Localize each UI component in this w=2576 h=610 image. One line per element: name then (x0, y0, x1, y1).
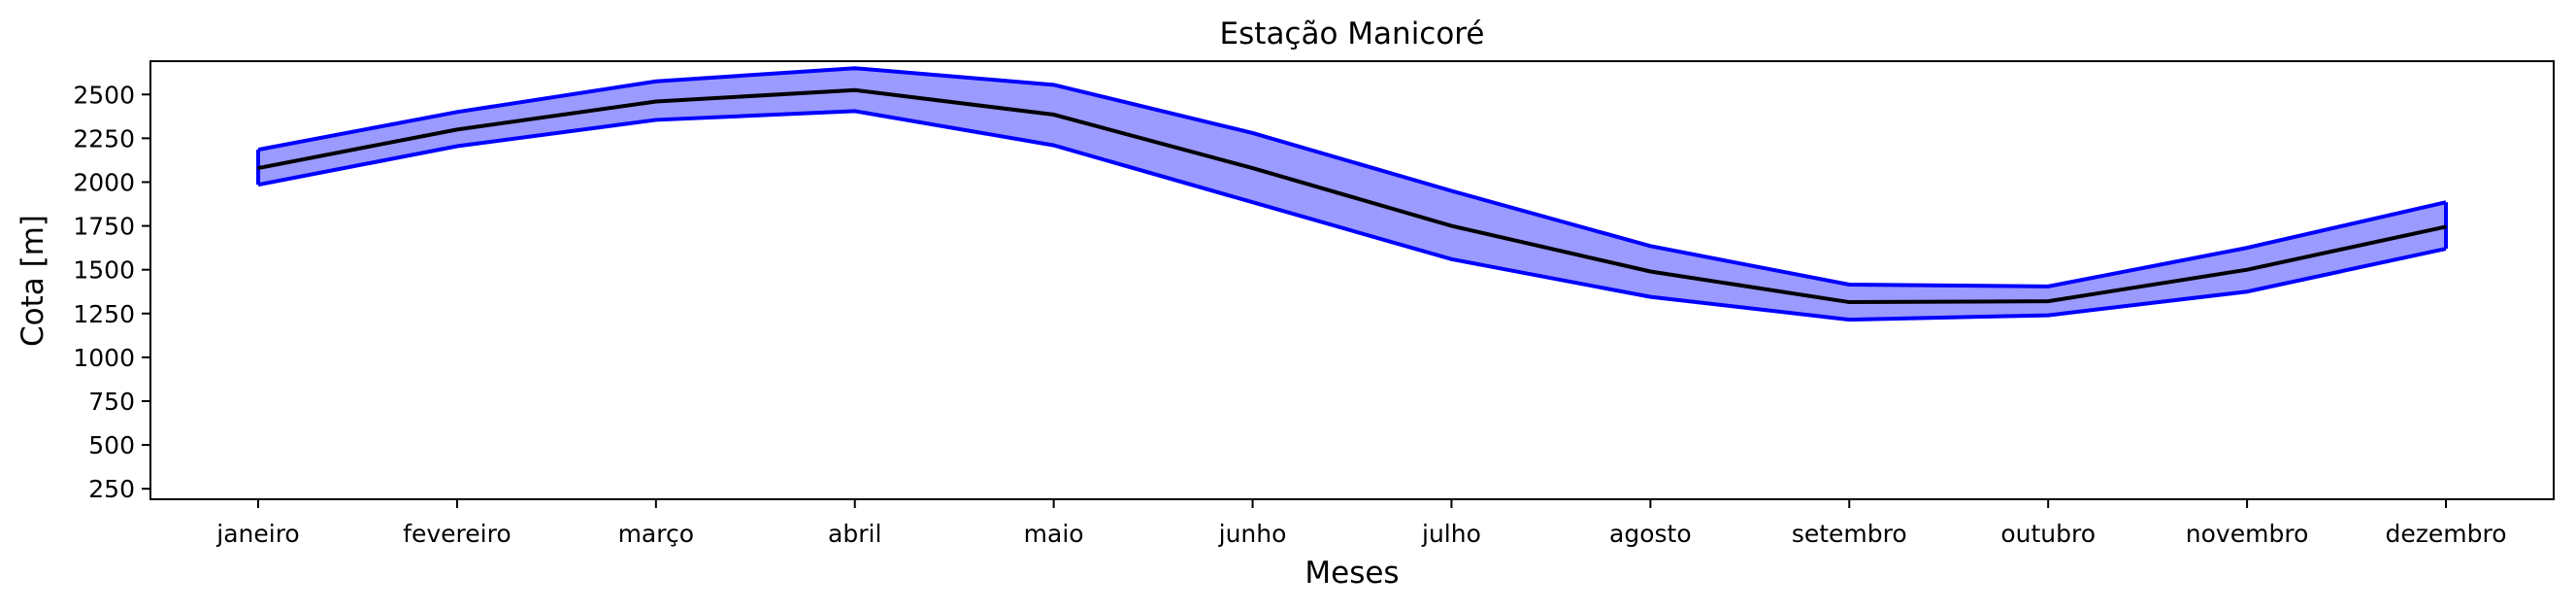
x-tick-label: maio (1024, 520, 1084, 548)
mean-point (455, 128, 458, 131)
x-tick-label: dezembro (2386, 520, 2507, 548)
y-tick-label: 750 (88, 388, 135, 416)
mean-point (1251, 167, 1254, 170)
x-tick-label: junho (1218, 520, 1287, 548)
y-tick-label: 1250 (73, 300, 135, 328)
y-tick-label: 2000 (73, 168, 135, 196)
y-tick-label: 1500 (73, 256, 135, 285)
mean-point (2047, 300, 2050, 303)
y-tick-label: 2500 (73, 81, 135, 109)
band-lower-line (257, 109, 2447, 322)
mean-point (853, 88, 856, 91)
mean-point (654, 100, 657, 103)
y-tick-label: 250 (88, 475, 135, 503)
x-axis-label: Meses (1305, 556, 1399, 591)
x-tick-label: julho (1421, 520, 1481, 548)
x-tick-label: março (618, 520, 694, 548)
chart-marks (256, 66, 2448, 322)
x-axis: janeiro fevereiro março abril maio junho julho… (215, 499, 2507, 548)
x-tick-label: fevereiro (403, 520, 511, 548)
mean-point (1649, 270, 1652, 273)
x-tick-label: setembro (1792, 520, 1907, 548)
y-tick-label: 1000 (73, 344, 135, 372)
mean-point (1450, 224, 1453, 227)
x-tick-label: novembro (2186, 520, 2309, 548)
y-tick-label: 1750 (73, 213, 135, 241)
x-tick-label: outubro (2000, 520, 2096, 548)
mean-point (1052, 114, 1055, 117)
mean-line (257, 87, 2447, 305)
x-tick-label: agosto (1609, 520, 1692, 548)
y-tick-label: 2250 (73, 124, 135, 152)
y-axis: 250 500 750 1000 1250 1500 1750 2000 2250 2500 (73, 81, 150, 503)
chart-title: Estação Manicoré (1220, 17, 1485, 51)
y-tick-label: 500 (88, 431, 135, 459)
x-tick-label: abril (828, 520, 881, 548)
mean-point (1848, 301, 1851, 304)
mean-point (2246, 268, 2249, 271)
band-fill (258, 68, 2446, 321)
x-tick-label: janeiro (215, 520, 299, 548)
plot-frame (149, 60, 2555, 500)
y-axis-label: Cota [m] (16, 215, 50, 347)
band-upper-line (257, 66, 2447, 288)
mean-point (257, 167, 259, 170)
mean-point (2445, 225, 2447, 228)
